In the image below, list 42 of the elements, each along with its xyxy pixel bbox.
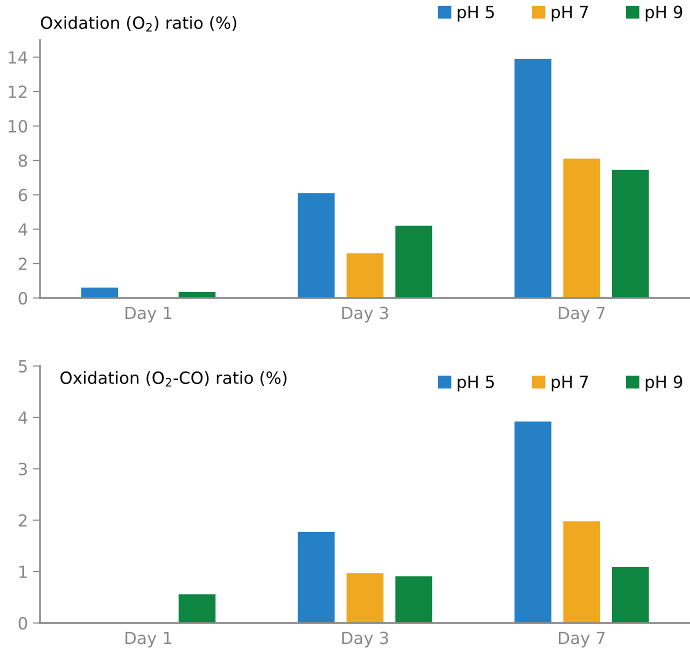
y-tick-label: 3 [18,462,27,476]
bar [298,532,335,623]
y-tick-label: 10 [8,120,28,133]
bar [395,226,432,298]
bar [612,170,649,298]
y-tick-label: 0 [18,292,28,305]
chart-title: Oxidation (O$_{2}$) ratio (%) [40,16,236,32]
y-tick-label: 1 [19,566,27,578]
legend-label: pH 5 [458,376,494,392]
chart-title: Oxidation (O$_{2}$-CO) ratio (%) [60,371,286,387]
bar [178,594,216,623]
y-tick-label: 12 [8,86,27,98]
bar [563,521,600,623]
legend-label: pH 7 [552,376,588,392]
y-tick-label: 14 [8,51,28,64]
bar [514,58,552,298]
y-tick-label: 4 [18,412,28,424]
y-tick-label: 8 [18,154,28,167]
legend-label: pH 5 [458,6,494,22]
bar [612,566,649,623]
bar [298,193,335,298]
y-tick-label: 0 [18,616,28,630]
y-tick-label: 6 [18,188,28,202]
x-tick-label: Day 1 [126,632,172,648]
bar [514,422,552,623]
y-tick-label: 5 [18,360,27,373]
legend-label: pH 9 [646,376,682,392]
bar [395,576,432,623]
x-tick-label: Day 3 [342,632,388,648]
bar [346,573,384,623]
y-tick-label: 2 [18,258,27,270]
x-tick-label: Day 7 [558,632,605,648]
bar [346,253,384,298]
legend-label: pH 7 [552,6,588,22]
y-tick-label: 4 [18,223,28,236]
bar [563,158,600,298]
y-tick-label: 2 [18,514,27,527]
x-tick-label: Day 1 [126,306,172,322]
legend-label: pH 9 [646,6,682,22]
x-tick-label: Day 3 [342,306,388,322]
bar [81,288,118,298]
x-tick-label: Day 7 [558,306,605,322]
